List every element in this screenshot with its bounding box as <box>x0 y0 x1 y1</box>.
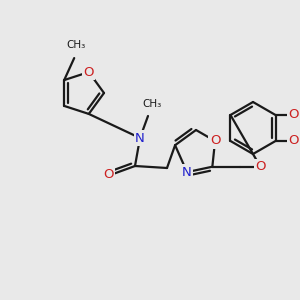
Text: O: O <box>288 109 299 122</box>
Text: O: O <box>83 66 94 79</box>
Text: CH₃: CH₃ <box>67 40 86 50</box>
Text: O: O <box>288 134 299 148</box>
Text: O: O <box>103 167 113 181</box>
Text: N: N <box>135 131 145 145</box>
Text: N: N <box>182 166 192 178</box>
Text: O: O <box>255 160 266 173</box>
Text: O: O <box>210 134 220 148</box>
Text: CH₃: CH₃ <box>142 99 162 109</box>
